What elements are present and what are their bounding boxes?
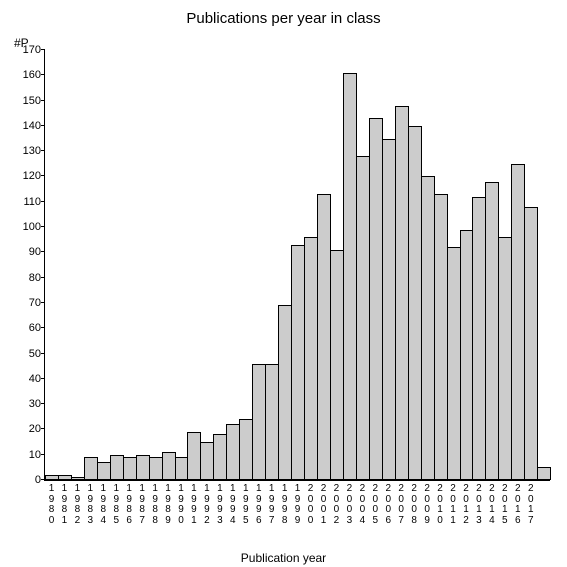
bar: [485, 182, 499, 480]
bar: [97, 462, 111, 480]
x-tick-label: 1997: [265, 480, 278, 526]
y-tick-label: 130: [23, 145, 45, 157]
x-tick-label: 2010: [434, 480, 447, 526]
x-tick-label: 2009: [421, 480, 434, 526]
y-tick-label: 70: [29, 297, 45, 309]
bar: [291, 245, 305, 480]
bar: [447, 247, 461, 480]
y-tick-label: 0: [35, 474, 45, 486]
x-tick-label: 1991: [187, 480, 200, 526]
bar: [239, 419, 253, 480]
bar: [110, 455, 124, 480]
x-tick-label: 2012: [460, 480, 473, 526]
x-tick-label: 1990: [175, 480, 188, 526]
bar: [304, 237, 318, 480]
x-tick-label: 2017: [524, 480, 537, 526]
x-tick-label: 2008: [408, 480, 421, 526]
bar: [136, 455, 150, 480]
x-tick-label: 1981: [58, 480, 71, 526]
x-tick-label: 2013: [472, 480, 485, 526]
chart-title: Publications per year in class: [0, 10, 567, 27]
x-tick-label: 1987: [136, 480, 149, 526]
bars-group: [45, 50, 550, 480]
x-tick-label: 1983: [84, 480, 97, 526]
bar: [395, 106, 409, 480]
y-tick-label: 40: [29, 373, 45, 385]
x-tick-label: 2006: [382, 480, 395, 526]
bar: [330, 250, 344, 480]
x-tick-label: 1993: [213, 480, 226, 526]
y-tick-label: 60: [29, 322, 45, 334]
y-tick-label: 100: [23, 221, 45, 233]
x-tick-label: 2014: [485, 480, 498, 526]
x-tick-label: 1996: [252, 480, 265, 526]
bar: [369, 118, 383, 480]
x-tick-label: 1989: [162, 480, 175, 526]
x-tick-label: 2004: [356, 480, 369, 526]
x-tick-label: 2005: [369, 480, 382, 526]
x-tick-label: [537, 480, 550, 526]
bar: [226, 424, 240, 480]
y-tick-label: 160: [23, 69, 45, 81]
x-tick-label: 1995: [239, 480, 252, 526]
x-tick-label: 1992: [200, 480, 213, 526]
x-tick-label: 1994: [226, 480, 239, 526]
y-tick-label: 50: [29, 348, 45, 360]
bar: [162, 452, 176, 480]
y-tick-label: 140: [23, 120, 45, 132]
bar: [175, 457, 189, 480]
bar: [356, 156, 370, 480]
x-tick-label: 2003: [343, 480, 356, 526]
bar: [408, 126, 422, 480]
bar: [123, 457, 137, 480]
bar: [84, 457, 98, 480]
y-tick-label: 120: [23, 170, 45, 182]
x-tick-label: 1980: [45, 480, 58, 526]
y-tick-label: 110: [23, 196, 45, 208]
x-ticks-group: 1980198119821983198419851986198719881989…: [45, 480, 550, 526]
bar: [252, 364, 266, 480]
x-tick-label: 2016: [511, 480, 524, 526]
y-tick-label: 170: [23, 44, 45, 56]
y-tick-label: 30: [29, 398, 45, 410]
x-tick-label: 2007: [395, 480, 408, 526]
y-tick-label: 90: [29, 246, 45, 258]
bar: [524, 207, 538, 480]
bar: [200, 442, 214, 480]
bar: [187, 432, 201, 480]
bar: [343, 73, 357, 480]
x-tick-label: 1986: [123, 480, 136, 526]
x-tick-label: 2000: [304, 480, 317, 526]
x-tick-label: 1999: [291, 480, 304, 526]
bar: [278, 305, 292, 480]
plot-area: 0102030405060708090100110120130140150160…: [44, 50, 550, 481]
bar: [421, 176, 435, 480]
bar: [434, 194, 448, 480]
x-axis-label: Publication year: [0, 551, 567, 565]
bar: [460, 230, 474, 480]
x-tick-label: 2002: [330, 480, 343, 526]
y-tick-label: 150: [23, 95, 45, 107]
x-tick-label: 2011: [447, 480, 460, 526]
bar: [317, 194, 331, 480]
y-tick-label: 10: [29, 449, 45, 461]
chart-container: Publications per year in class #P Public…: [0, 0, 567, 567]
x-tick-label: 2015: [498, 480, 511, 526]
bar: [149, 457, 163, 480]
x-tick-label: 1985: [110, 480, 123, 526]
bar: [472, 197, 486, 480]
bar: [511, 164, 525, 480]
x-tick-label: 2001: [317, 480, 330, 526]
x-tick-label: 1984: [97, 480, 110, 526]
y-tick-label: 80: [29, 272, 45, 284]
bar: [498, 237, 512, 480]
x-tick-label: 1982: [71, 480, 84, 526]
x-tick-label: 1998: [278, 480, 291, 526]
bar: [382, 139, 396, 480]
bar: [265, 364, 279, 480]
x-tick-label: 1988: [149, 480, 162, 526]
bar: [213, 434, 227, 480]
bar: [537, 467, 551, 480]
y-tick-label: 20: [29, 423, 45, 435]
